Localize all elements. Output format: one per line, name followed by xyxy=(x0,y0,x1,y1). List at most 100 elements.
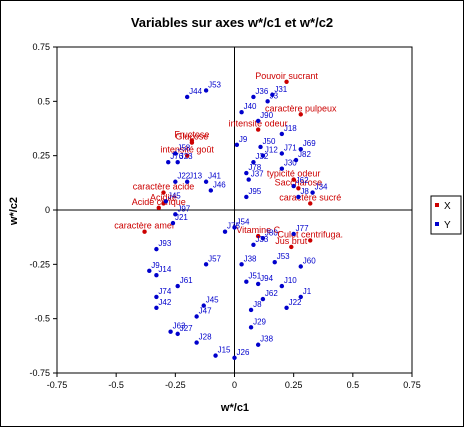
y-variable-label: J78 xyxy=(248,163,261,172)
y-variable-point xyxy=(184,179,190,184)
y-variable-label: J63 xyxy=(173,322,186,331)
y-tick-label: 0.25 xyxy=(32,151,50,161)
y-variable-label: J47 xyxy=(199,306,212,315)
y-variable-label: J45 xyxy=(168,191,181,200)
x-variable-point xyxy=(291,177,296,182)
y-variable-label: J58 xyxy=(177,143,190,152)
y-variable-label: J15 xyxy=(218,346,231,355)
y-variable-point xyxy=(284,305,289,310)
x-tick-label: 0 xyxy=(232,380,237,390)
legend-marker-x xyxy=(435,203,439,207)
data-points: Pouvoir sucrant caractère pulpeux intensit… xyxy=(114,71,343,360)
y-variable-label: J8 xyxy=(253,300,262,309)
legend-box xyxy=(430,195,462,235)
y-variable-point xyxy=(248,307,254,313)
y-variable-label: J45 xyxy=(206,296,219,305)
y-tick-label: -0.25 xyxy=(29,259,50,269)
x-variable-label: intensité goût xyxy=(160,145,214,155)
y-variable-point xyxy=(258,144,263,150)
y-variable-point xyxy=(201,303,206,308)
y-variable-label: J41 xyxy=(208,172,221,181)
y-variable-label: J8 xyxy=(300,187,309,196)
y-variable-label: J21 xyxy=(175,213,188,222)
y-variable-label: J28 xyxy=(199,333,212,342)
y-variable-label: J33 xyxy=(255,235,268,244)
y-variable-label: J9 xyxy=(151,261,160,270)
y-tick-label: -0.5 xyxy=(34,314,50,324)
y-variable-point xyxy=(154,246,159,252)
y-variable-label: J22 xyxy=(177,172,190,181)
y-variable-label: J29 xyxy=(253,317,266,326)
y-variable-point xyxy=(279,151,285,156)
x-tick-label: -0.25 xyxy=(165,380,186,390)
y-variable-point xyxy=(239,262,244,267)
y-variable-label: J80 xyxy=(265,228,278,237)
x-tick-label: 0.5 xyxy=(347,380,360,390)
y-variable-point xyxy=(260,236,266,241)
y-variable-label: J61 xyxy=(180,276,193,285)
x-variable-label: Culot centrifuga. xyxy=(277,229,343,239)
y-variable-label: J44 xyxy=(189,87,202,96)
y-variable-label: J26 xyxy=(237,348,250,357)
x-variable-point xyxy=(184,153,190,158)
x-variable-point xyxy=(156,205,161,211)
y-variable-label: J57 xyxy=(208,254,221,263)
y-tick-label: 0.5 xyxy=(37,96,50,106)
y-variable-label: J38 xyxy=(260,335,273,344)
x-variable-point xyxy=(142,229,147,234)
y-variable-point xyxy=(291,183,296,189)
y-variable-point xyxy=(232,355,237,360)
y-variable-point xyxy=(208,188,214,193)
y-variable-point xyxy=(260,296,266,302)
y-variable-point xyxy=(175,331,180,337)
y-variable-point xyxy=(203,179,209,184)
y-variable-point xyxy=(154,294,159,300)
x-variable-point xyxy=(296,186,301,191)
y-variable-label: J46 xyxy=(213,180,226,189)
y-tick-label: 0 xyxy=(45,205,50,215)
y-variable-label: J14 xyxy=(158,265,171,274)
y-tick-label: -0.75 xyxy=(29,368,50,378)
legend-label-x: X xyxy=(444,201,451,212)
x-variable-point xyxy=(284,79,289,84)
y-variable-point xyxy=(184,94,190,100)
x-variable-point xyxy=(308,238,313,243)
legend-marker-y xyxy=(435,222,439,226)
x-variable-point xyxy=(298,112,303,117)
y-variable-label: J50 xyxy=(263,137,276,146)
y-variable-point xyxy=(255,342,261,347)
y-variable-label: J31 xyxy=(274,85,287,94)
y-axis-label: w*/c2 xyxy=(8,197,20,226)
y-variable-label: J62 xyxy=(296,176,309,185)
y-variable-label: J13 xyxy=(189,172,202,181)
axis-ticks: -0.75 -0.5 -0.25 0 0.25 0.5 0.75 0.75 0.5 0.25 0 -0… xyxy=(29,42,420,390)
y-variable-point xyxy=(255,118,261,124)
y-variable-point xyxy=(298,146,303,152)
y-variable-label: J95 xyxy=(248,187,261,196)
x-variable-label: Vitamine C xyxy=(236,225,280,235)
y-variable-label: J75 xyxy=(227,222,240,231)
y-variable-label: J53 xyxy=(208,80,221,89)
y-variable-point xyxy=(194,340,199,345)
y-variable-label: J30 xyxy=(284,159,297,168)
y-variable-label: J60 xyxy=(303,257,316,266)
y-variable-label: J76 xyxy=(170,152,183,161)
y-variable-label: J53 xyxy=(277,252,290,261)
x-variable-point xyxy=(161,190,166,195)
y-variable-point xyxy=(260,153,266,158)
y-variable-label: J77 xyxy=(296,224,309,233)
y-variable-point xyxy=(248,325,254,330)
x-tick-label: -0.75 xyxy=(47,380,68,390)
y-variable-point xyxy=(244,170,249,176)
y-variable-label: J22 xyxy=(289,298,302,307)
y-variable-label: J42 xyxy=(158,298,171,307)
y-variable-point xyxy=(166,159,171,165)
x-variable-point xyxy=(255,127,261,132)
y-variable-label: J32 xyxy=(255,152,268,161)
y-variable-label: J36 xyxy=(255,87,268,96)
y-variable-point xyxy=(251,242,256,247)
y-variable-point xyxy=(255,281,261,287)
x-variable-label: Fructose xyxy=(174,129,209,139)
y-variable-point xyxy=(154,305,159,310)
x-tick-label: 0.75 xyxy=(403,380,421,390)
